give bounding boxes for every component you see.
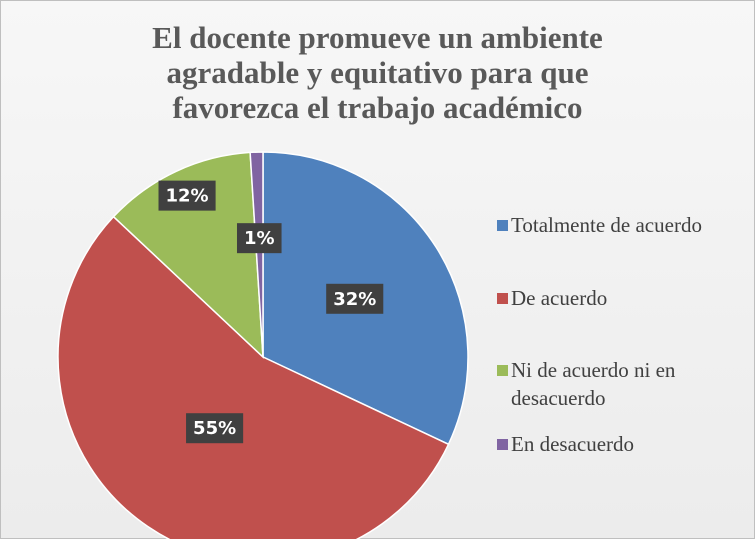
data-label-box (158, 180, 216, 211)
data-label: 12% (158, 180, 216, 211)
data-label-box (326, 283, 384, 314)
legend-item: En desacuerdo (497, 430, 727, 458)
legend-item: De acuerdo (497, 284, 727, 312)
legend-swatch (497, 220, 508, 231)
legend-label: De acuerdo (511, 286, 608, 310)
legend-label: Ni de acuerdo ni en desacuerdo (511, 358, 676, 410)
data-label-text: 1% (244, 228, 275, 249)
data-label-box (236, 223, 282, 254)
data-label-text: 12% (166, 186, 209, 207)
data-label: 55% (186, 413, 244, 444)
chart-title: El docente promueve un ambiente agradabl… (152, 20, 603, 125)
legend-label: Totalmente de acuerdo (511, 213, 702, 237)
legend-label: En desacuerdo (511, 432, 635, 456)
data-label: 32% (326, 283, 384, 314)
data-label-text: 32% (333, 289, 376, 310)
pie-slice (57, 215, 450, 539)
data-label-box (186, 413, 244, 444)
data-label: 1% (236, 223, 282, 254)
pie-slice (249, 151, 264, 358)
legend-item: Ni de acuerdo ni en desacuerdo (497, 356, 727, 412)
legend-item: Totalmente de acuerdo (497, 211, 727, 239)
data-label-text: 55% (193, 418, 236, 439)
legend-swatch (497, 439, 508, 450)
legend-swatch (497, 365, 508, 376)
pie-slice (112, 151, 264, 359)
legend-swatch (497, 293, 508, 304)
